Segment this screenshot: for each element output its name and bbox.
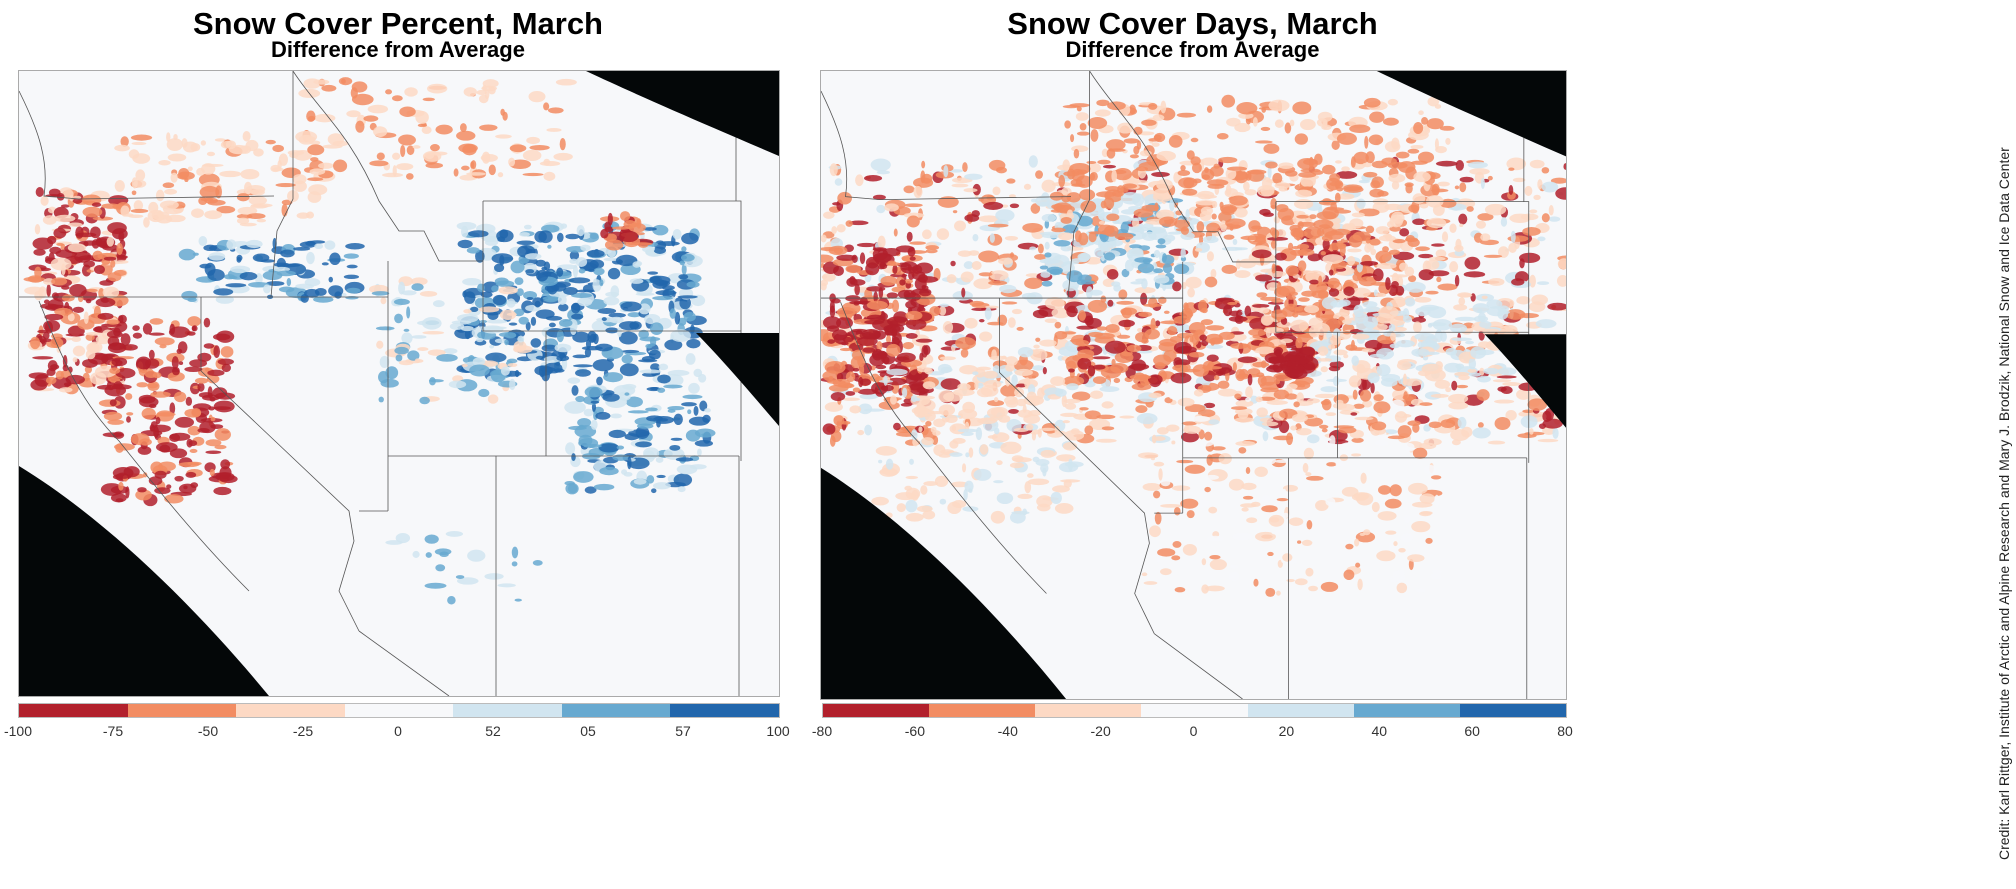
colorbar-tick-label: -40 — [997, 723, 1018, 739]
state-boundary — [999, 298, 1155, 634]
colorbar-tick-label: 40 — [1371, 723, 1388, 739]
state-boundary — [821, 90, 1071, 201]
colorbar-tick-label: 57 — [675, 723, 691, 739]
state-boundary — [483, 200, 742, 331]
colorbar-tick-label: 100 — [766, 723, 790, 739]
colorbar-swatch — [127, 704, 237, 717]
colorbar-swatch — [929, 704, 1036, 717]
state-boundary — [840, 301, 1047, 594]
colorbar-swatch — [19, 704, 128, 717]
colorbar-tick-label: -25 — [292, 723, 314, 739]
right-map-title: Snow Cover Days, March — [1007, 6, 1378, 41]
colorbar-tick-label: 80 — [1557, 723, 1573, 739]
state-boundary — [1275, 201, 1338, 458]
no-data-region — [19, 466, 269, 696]
state-boundary — [19, 90, 275, 200]
colorbar-swatch — [1459, 704, 1566, 717]
state-boundary — [292, 71, 483, 262]
state-boundary — [1089, 71, 1276, 263]
colorbar-tick-label: 05 — [580, 723, 596, 739]
snow-anomaly-patches — [821, 94, 1566, 597]
state-boundary — [1275, 201, 1530, 333]
state-boundary — [482, 201, 547, 456]
no-data-region — [586, 71, 779, 156]
colorbar-swatch — [344, 704, 454, 717]
no-data-region — [1484, 334, 1566, 428]
map-canvas — [821, 71, 1566, 699]
colorbar-swatch — [1141, 704, 1248, 717]
state-boundary — [546, 330, 742, 461]
snow-cover-days-map — [820, 70, 1567, 700]
colorbar-tick-label: 60 — [1464, 723, 1480, 739]
snow-anomaly-patches — [23, 77, 716, 605]
colorbar-tick-label: -50 — [197, 723, 219, 739]
colorbar-swatch — [453, 704, 562, 717]
snow-cover-percent-map — [18, 70, 780, 697]
colorbar-tick-label: -75 — [102, 723, 124, 739]
left-map-title: Snow Cover Percent, March — [192, 6, 603, 41]
right-colorbar — [822, 703, 1567, 718]
colorbar-tick-label: 20 — [1278, 723, 1295, 739]
right-map-subtitle: Difference from Average — [1065, 37, 1320, 62]
state-boundary — [38, 300, 250, 592]
colorbar-tick-label: -100 — [3, 723, 33, 739]
colorbar-tick-label: 0 — [394, 723, 402, 739]
colorbar-swatch — [823, 704, 930, 717]
colorbar-tick-label: -20 — [1090, 723, 1111, 739]
colorbar-tick-label: -80 — [811, 723, 833, 739]
colorbar-swatch — [1353, 704, 1460, 717]
colorbar-swatch — [236, 704, 345, 717]
state-boundary — [1067, 71, 1090, 299]
state-boundary — [358, 630, 450, 696]
no-data-region — [821, 467, 1067, 699]
colorbar-tick-label: 0 — [1189, 723, 1198, 739]
colorbar-swatch — [561, 704, 671, 717]
state-boundary — [1154, 633, 1243, 699]
colorbar-swatch — [670, 704, 780, 717]
map-canvas — [19, 71, 779, 696]
colorbar-swatch — [1035, 704, 1142, 717]
state-boundary — [270, 71, 294, 298]
state-boundary — [1337, 331, 1530, 463]
colorbar-tick-label: 52 — [485, 723, 501, 739]
state-boundary — [200, 297, 360, 632]
no-data-region — [1376, 71, 1566, 157]
colorbar-swatch — [1247, 704, 1354, 717]
left-map-subtitle: Difference from Average — [271, 37, 525, 62]
no-data-region — [696, 333, 779, 426]
colorbar-tick-label: -60 — [904, 723, 925, 739]
credit-text: Credit: Karl Rittger, Institute of Arcti… — [1996, 147, 2012, 860]
left-colorbar — [18, 703, 780, 718]
